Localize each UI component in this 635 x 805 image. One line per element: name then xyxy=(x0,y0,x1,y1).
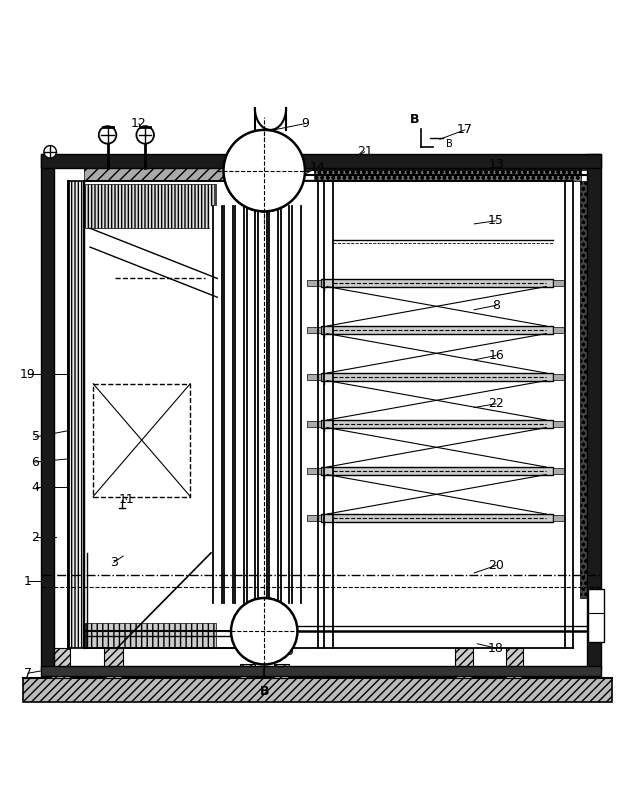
Bar xyxy=(580,181,587,598)
Circle shape xyxy=(231,598,297,664)
Text: 11: 11 xyxy=(119,493,134,506)
Text: 2: 2 xyxy=(32,530,39,543)
Bar xyxy=(104,648,123,679)
Bar xyxy=(307,327,321,333)
Bar xyxy=(213,206,221,603)
Text: 19: 19 xyxy=(20,368,36,381)
Bar xyxy=(392,155,587,167)
Circle shape xyxy=(99,126,116,143)
Bar xyxy=(321,514,552,522)
Bar xyxy=(314,167,580,181)
Text: 6: 6 xyxy=(32,456,39,469)
Bar xyxy=(321,279,552,287)
Text: 14: 14 xyxy=(310,161,325,174)
Bar xyxy=(321,373,552,381)
Bar xyxy=(274,664,290,679)
Text: 8: 8 xyxy=(492,299,500,312)
Bar xyxy=(307,279,321,286)
Bar xyxy=(23,679,612,702)
Circle shape xyxy=(44,146,57,158)
Bar xyxy=(68,155,206,167)
Text: 15: 15 xyxy=(488,214,504,227)
Text: 7: 7 xyxy=(24,667,32,679)
Text: B: B xyxy=(410,113,419,126)
Text: 21: 21 xyxy=(357,146,372,159)
Bar xyxy=(552,327,564,333)
Bar xyxy=(552,468,564,474)
Bar xyxy=(307,514,321,521)
Text: 3: 3 xyxy=(110,555,117,569)
Bar xyxy=(68,181,84,648)
Bar xyxy=(281,206,289,603)
Bar xyxy=(258,206,266,603)
Bar xyxy=(552,279,564,286)
Bar xyxy=(552,421,564,427)
Bar xyxy=(321,420,552,427)
Text: 13: 13 xyxy=(488,158,504,171)
Bar xyxy=(307,374,321,380)
Text: 18: 18 xyxy=(488,642,504,654)
Bar xyxy=(307,468,321,474)
Text: 16: 16 xyxy=(488,349,504,362)
Bar xyxy=(270,206,277,603)
Text: 9: 9 xyxy=(301,118,309,130)
Bar xyxy=(552,374,564,380)
Circle shape xyxy=(224,130,305,212)
Bar xyxy=(51,648,70,679)
Text: 4: 4 xyxy=(32,481,39,493)
Bar xyxy=(84,167,227,181)
Bar xyxy=(210,206,304,603)
Bar xyxy=(225,206,232,603)
Bar xyxy=(41,154,601,167)
Bar xyxy=(589,588,604,642)
Text: 17: 17 xyxy=(457,123,472,136)
Bar xyxy=(236,206,244,603)
Text: 20: 20 xyxy=(488,559,504,572)
Bar xyxy=(85,184,216,229)
Text: B: B xyxy=(260,684,269,697)
Text: 12: 12 xyxy=(131,118,147,130)
Bar xyxy=(552,514,564,521)
Bar xyxy=(247,206,255,603)
Bar xyxy=(240,664,255,679)
Bar xyxy=(293,206,300,603)
Text: 10: 10 xyxy=(278,645,294,658)
Text: 5: 5 xyxy=(32,431,39,444)
Bar xyxy=(41,666,601,675)
Bar xyxy=(587,154,601,669)
Text: 1: 1 xyxy=(24,575,32,588)
Bar xyxy=(41,154,55,669)
Bar xyxy=(93,384,190,497)
Bar xyxy=(85,623,216,648)
Text: 22: 22 xyxy=(488,397,504,411)
Text: B: B xyxy=(446,139,453,149)
Bar xyxy=(321,326,552,333)
Bar xyxy=(455,648,473,679)
Bar xyxy=(505,648,523,679)
Circle shape xyxy=(137,126,154,143)
Bar xyxy=(321,467,552,475)
Bar xyxy=(307,421,321,427)
